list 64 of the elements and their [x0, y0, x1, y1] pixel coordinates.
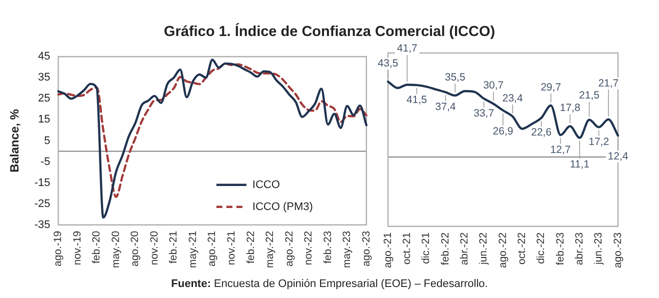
x-tick-label: nov.-22: [302, 230, 315, 266]
x-tick-label: may.-21: [186, 230, 199, 268]
x-tick-label: ago.-20: [129, 230, 142, 266]
data-label: 35,5: [444, 71, 466, 84]
x-tick-label: ago.-22: [283, 230, 296, 266]
x-tick-label: nov.-21: [225, 230, 238, 266]
x-tick-label: dic.-22: [535, 232, 548, 264]
data-label: 21,7: [598, 77, 619, 90]
x-tick-label: jun.-22: [478, 232, 490, 266]
data-label: 22,6: [531, 126, 552, 139]
data-label: 41,5: [406, 94, 428, 106]
y-tick-label: 35: [38, 72, 50, 84]
legend-label: ICCO (PM3): [252, 200, 313, 213]
legend-label: ICCO: [252, 178, 280, 191]
data-label: 43,5: [378, 58, 398, 70]
source-note: Fuente: Encuesta de Opinión Empresarial (EOE) – Fedesarrollo.: [170, 278, 489, 290]
data-label: 11,1: [570, 158, 590, 171]
x-tick-label: feb.-23: [554, 232, 566, 266]
x-tick-label: jun.-23: [592, 232, 605, 266]
data-label: 17,8: [560, 102, 580, 114]
y-tick-label: -5: [40, 156, 50, 168]
data-label: 41,7: [396, 42, 418, 55]
x-tick-label: feb.-20: [90, 230, 103, 264]
x-tick-label: may.-20: [110, 230, 122, 268]
x-tick-label: nov.-19: [71, 230, 84, 266]
x-tick-label: feb.-23: [322, 230, 334, 264]
y-tick-label: 5: [44, 134, 50, 147]
data-label: 23,4: [502, 92, 523, 104]
chart-title: Gráfico 1. Índice de Confianza Comercial (ICCO): [162, 24, 496, 40]
x-tick-label: ago.-19: [52, 230, 64, 266]
data-label: 33,7: [474, 107, 494, 120]
data-label: 21,5: [579, 90, 600, 102]
x-tick-label: feb.-21: [168, 230, 180, 264]
x-tick-label: dic.-21: [420, 232, 432, 264]
y-tick-label: -25: [34, 198, 50, 210]
x-tick-label: abr.-23: [574, 232, 586, 266]
x-tick-label: may.-22: [264, 230, 276, 268]
x-tick-label: abr.-22: [458, 232, 471, 266]
x-tick-label: nov.-20: [148, 230, 160, 266]
data-label: 17,2: [588, 136, 610, 148]
line-series: [57, 62, 368, 198]
y-tick-label: -15: [34, 176, 50, 189]
y-axis-title: Balance, %: [8, 108, 22, 172]
line-series: [57, 58, 368, 219]
x-tick-label: feb.-22: [439, 232, 452, 266]
x-tick-label: oct.-21: [401, 232, 414, 264]
x-tick-label: ago.-21: [382, 232, 394, 268]
x-tick-label: may.-23: [341, 230, 354, 268]
y-tick-label: 45: [38, 50, 50, 63]
data-label: 30,7: [483, 80, 504, 92]
x-tick-label: oct.-22: [516, 232, 528, 264]
x-tick-label: ago.-21: [206, 230, 218, 266]
data-label: 26,9: [492, 125, 514, 138]
x-tick-label: ago.-23: [360, 230, 372, 266]
x-tick-label: ago.-22: [496, 232, 509, 268]
y-tick-label: 25: [38, 92, 50, 105]
x-tick-label: ago.-23: [612, 232, 624, 268]
y-tick-label: -35: [34, 218, 50, 231]
y-tick-label: 15: [38, 114, 50, 126]
data-label: 12,4: [608, 150, 628, 162]
data-label: 12,7: [550, 144, 571, 156]
data-label: 29,7: [540, 81, 562, 94]
x-tick-label: feb.-22: [244, 230, 257, 264]
data-label: 37,4: [435, 101, 456, 114]
